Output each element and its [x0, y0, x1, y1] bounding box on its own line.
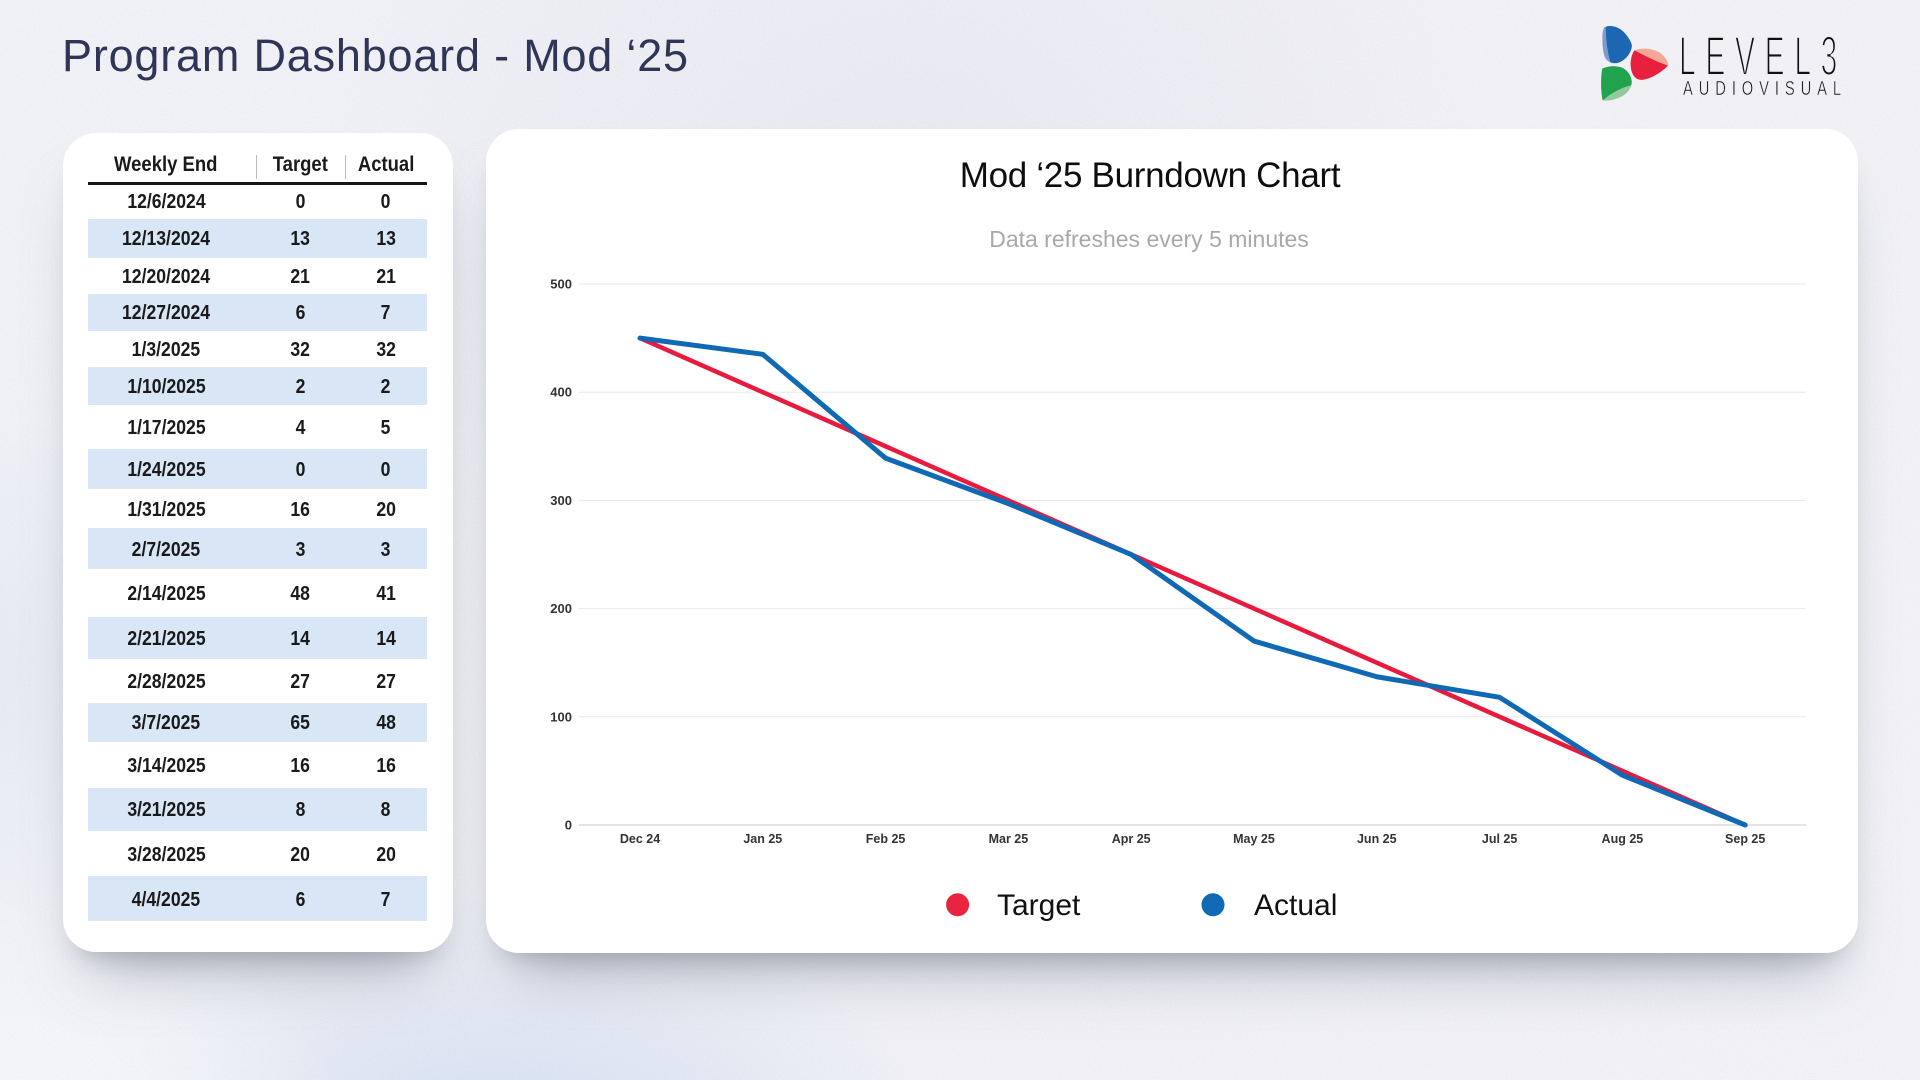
svg-text:AUDIOVISUAL: AUDIOVISUAL — [1683, 78, 1847, 100]
svg-text:LEVEL3: LEVEL3 — [1679, 24, 1847, 87]
